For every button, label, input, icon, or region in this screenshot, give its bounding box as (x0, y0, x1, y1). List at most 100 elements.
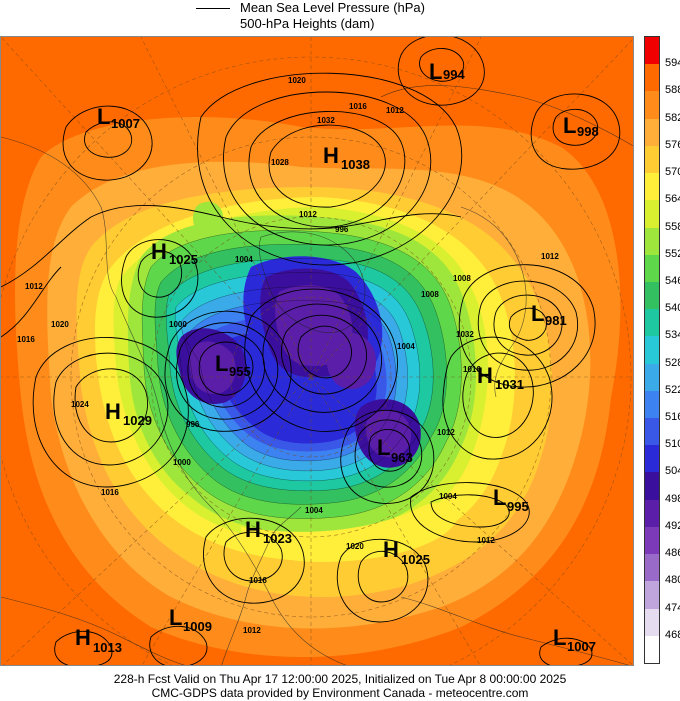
svg-text:H: H (323, 143, 339, 168)
svg-text:1007: 1007 (111, 116, 140, 131)
svg-text:L: L (493, 485, 506, 510)
svg-text:H: H (75, 625, 91, 650)
svg-text:1025: 1025 (169, 252, 198, 267)
isobar-label: 1032 (456, 330, 474, 339)
legend-mslp: Mean Sea Level Pressure (hPa) (196, 0, 496, 16)
colorbar-label: 594 (665, 57, 680, 70)
isobar-label: 1008 (453, 274, 471, 283)
colorbar-segment (645, 363, 659, 392)
svg-text:H: H (105, 399, 121, 424)
legend-heights-label: 500-hPa Heights (dam) (240, 16, 375, 31)
isobar-label: 1012 (386, 106, 404, 115)
colorbar-segment (645, 145, 659, 174)
high-1029: H 1029 (105, 399, 152, 428)
colorbar-segment (645, 91, 659, 120)
isobar-label: 1020 (51, 320, 69, 329)
colorbar-label: 498 (665, 492, 680, 505)
colorbar-segment (645, 227, 659, 256)
colorbar-segment (645, 472, 659, 501)
grid-lines (1, 37, 633, 665)
svg-text:963: 963 (391, 450, 413, 465)
svg-text:998: 998 (577, 124, 599, 139)
colorbar-segment (645, 608, 659, 637)
colorbar-label: 576 (665, 138, 680, 151)
isobar-label: 1008 (421, 290, 439, 299)
svg-text:1007: 1007 (567, 639, 596, 654)
isobar-label: 1004 (439, 492, 457, 501)
isobar-label: 1012 (541, 252, 559, 261)
colorbar-segment (645, 37, 659, 65)
colorbar-segment (645, 336, 659, 365)
height-colorbar (644, 36, 660, 664)
high-1025-s: H 1025 (383, 537, 430, 567)
colorbar-segment (645, 64, 659, 92)
footer-valid-time: 228-h Fcst Valid on Thu Apr 17 12:00:00 … (113, 672, 567, 686)
isobar-labels: 1016 1012 1020 1032 1028 1012 1004 996 1… (17, 76, 559, 635)
svg-text:981: 981 (545, 313, 567, 328)
colorbar-segment (645, 173, 659, 201)
colorbar-segment (645, 254, 659, 283)
footer-credit: CMC-GDPS data provided by Environment Ca… (151, 686, 529, 700)
low-963: L 963 (377, 435, 413, 465)
high-1013: H 1013 (75, 625, 122, 655)
high-1025-w: H 1025 (151, 239, 198, 267)
colorbar-label: 492 (665, 519, 680, 532)
colorbar-segment (645, 445, 659, 473)
colorbar-segment (645, 390, 659, 419)
isobar-label: 1028 (271, 158, 289, 167)
svg-text:L: L (169, 605, 182, 630)
colorbar-label: 558 (665, 220, 680, 233)
isobar-label: 1012 (437, 428, 455, 437)
isobar-label: 1012 (477, 536, 495, 545)
svg-text:1013: 1013 (93, 640, 122, 655)
svg-text:L: L (553, 625, 566, 650)
svg-text:L: L (215, 351, 228, 376)
svg-text:1031: 1031 (495, 377, 524, 392)
colorbar-label: 540 (665, 302, 680, 315)
colorbar-label: 468 (665, 628, 680, 641)
isobar-label: 1000 (173, 458, 191, 467)
svg-text:L: L (429, 59, 442, 84)
colorbar-label: 546 (665, 274, 680, 287)
high-1031: H 1031 (477, 363, 524, 392)
isobar-label: 1012 (299, 210, 317, 219)
colorbar-label: 504 (665, 465, 680, 478)
isobar-label: 1020 (288, 76, 306, 85)
high-1023: H 1023 (245, 517, 292, 546)
colorbar-segment (645, 581, 659, 610)
low-981: L 981 (531, 301, 567, 328)
weather-map: 1016 1012 1020 1032 1028 1012 1004 996 1… (0, 36, 634, 666)
low-1007-nw: L 1007 (97, 104, 140, 131)
low-955: L 955 (215, 351, 251, 379)
svg-text:1025: 1025 (401, 552, 430, 567)
svg-text:L: L (97, 104, 110, 129)
isobar-label: 1016 (463, 365, 481, 374)
svg-text:1038: 1038 (341, 157, 370, 172)
isobar-label: 1020 (346, 542, 364, 551)
colorbar-segment (645, 499, 659, 528)
colorbar-label: 582 (665, 111, 680, 124)
legend-line-icon (196, 8, 230, 9)
colorbar-label: 564 (665, 193, 680, 206)
svg-text:H: H (151, 239, 167, 264)
colorbar-label: 474 (665, 601, 680, 614)
svg-text:H: H (383, 537, 399, 562)
isobar-label: 1032 (317, 116, 335, 125)
height-field (1, 37, 633, 665)
svg-text:1023: 1023 (263, 531, 292, 546)
svg-text:1009: 1009 (183, 619, 212, 634)
height-contours (141, 230, 462, 519)
colorbar-label: 516 (665, 411, 680, 424)
colorbar-label: 552 (665, 247, 680, 260)
coastlines (1, 85, 633, 665)
isobar-label: 1012 (243, 626, 261, 635)
isobar-label: 1004 (305, 506, 323, 515)
colorbar-label: 510 (665, 438, 680, 451)
colorbar-segment (645, 309, 659, 337)
colorbar-label: 588 (665, 84, 680, 97)
colorbar-segment (645, 635, 659, 664)
colorbar-label: 534 (665, 329, 680, 342)
high-1038: H 1038 (323, 143, 370, 172)
legend-mslp-label: Mean Sea Level Pressure (hPa) (240, 0, 425, 15)
isobar-label: 1016 (249, 576, 267, 585)
